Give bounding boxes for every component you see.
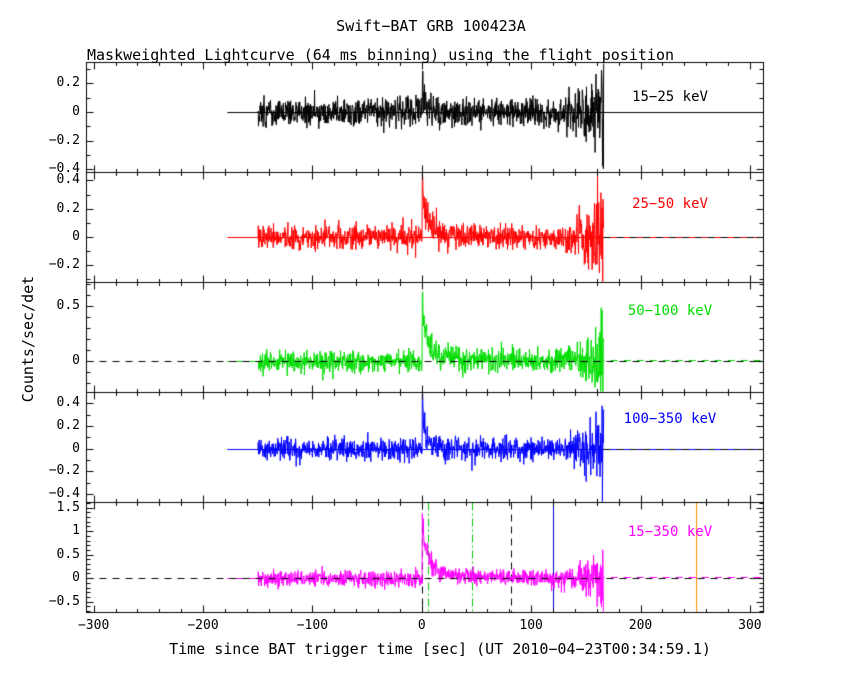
x-tick-label: 200: [628, 618, 653, 633]
x-axis-label: Time since BAT trigger time [sec] (UT 20…: [169, 640, 711, 658]
chart-title: Swift−BAT GRB 100423A: [336, 17, 526, 35]
x-tick-label: −100: [296, 618, 329, 633]
y-tick-label: −0.5: [48, 593, 80, 609]
band-label-15-350-kev: 15−350 keV: [627, 524, 713, 540]
y-tick-label: 1.5: [56, 499, 80, 515]
y-tick-label: −0.2: [48, 132, 80, 148]
y-tick-label: 1: [72, 523, 80, 539]
band-label-50-100-kev: 50−100 keV: [627, 303, 713, 319]
y-tick-label: −0.2: [48, 257, 80, 273]
x-tick-label: −300: [77, 618, 110, 633]
y-tick-label: 0.5: [56, 298, 80, 314]
band-label-25-50-kev: 25−50 keV: [632, 196, 708, 212]
y-tick-label: 0.2: [56, 418, 80, 434]
y-tick-label: 0: [72, 228, 80, 244]
y-tick-label: −0.4: [48, 161, 80, 177]
y-tick-label: 0.5: [56, 546, 80, 562]
y-tick-label: 0.2: [56, 200, 80, 216]
band-label-15-25-kev: 15−25 keV: [632, 89, 708, 105]
y-tick-label: 0.2: [56, 75, 80, 91]
band-label-100-350-kev: 100−350 keV: [623, 411, 717, 427]
chart-subtitle: Maskweighted Lightcurve (64 ms binning) …: [87, 46, 674, 64]
y-tick-label: 0: [72, 570, 80, 586]
y-tick-label: −0.4: [48, 486, 80, 502]
y-tick-label: 0: [72, 104, 80, 119]
y-tick-label: 0: [72, 440, 80, 456]
y-tick-label: 0.4: [56, 395, 80, 411]
y-tick-label: 0.4: [56, 172, 80, 188]
x-tick-label: 100: [519, 618, 543, 633]
x-tick-label: −200: [187, 618, 219, 633]
x-tick-label: 0: [417, 618, 426, 633]
y-tick-label: −0.2: [48, 463, 80, 479]
y-tick-label: 0: [72, 353, 80, 369]
x-tick-label: 300: [738, 618, 762, 633]
